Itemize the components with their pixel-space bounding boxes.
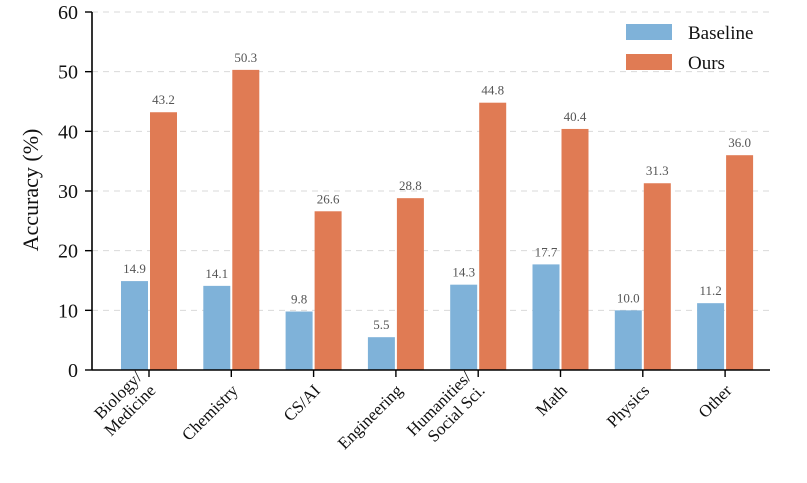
x-tick-label: Math [532,381,571,420]
bar-baseline [532,264,560,370]
bars [121,69,754,371]
y-tick-label: 0 [68,360,78,382]
y-tick-label: 20 [58,241,78,263]
value-label: 28.8 [399,178,422,193]
x-tick-label: Physics [603,381,653,431]
value-label: 50.3 [234,50,257,65]
bar-ours [314,211,342,370]
legend-swatch-ours [626,54,672,70]
y-axis-label: Accuracy (%) [18,129,43,252]
x-tick-label: CS/AI [280,381,324,425]
bar-baseline [450,284,478,370]
bar-baseline [697,303,725,370]
bar-baseline [614,310,642,370]
y-tick-label: 30 [58,181,78,203]
value-label: 9.8 [291,292,307,307]
value-label: 17.7 [535,244,558,259]
value-label: 10.0 [617,290,640,305]
legend-label-ours: Ours [688,53,725,74]
value-label: 44.8 [481,83,504,98]
bar-ours [396,198,424,370]
bar-ours [561,128,589,370]
value-label: 36.0 [728,135,751,150]
bar-baseline [367,337,395,370]
x-tick-label: Engineering [334,381,407,454]
value-label: 26.6 [317,191,340,206]
value-label: 14.9 [123,261,146,276]
y-tick-label: 60 [58,2,78,24]
y-tick-label: 40 [58,121,78,143]
bar-ours [150,112,177,371]
x-tick-label: Chemistry [178,381,242,445]
legend-swatch-baseline [626,24,672,40]
x-tick-label: Biology/Medicine [87,367,159,439]
value-label: 14.3 [452,265,475,280]
bar-ours [726,155,754,370]
x-tick-label: Humanities/Social Sci. [403,367,489,453]
bar-baseline [285,311,313,370]
value-label: 43.2 [152,92,175,107]
value-label: 5.5 [373,317,389,332]
value-label: 40.4 [564,109,587,124]
bar-baseline [121,281,148,370]
value-label: 14.1 [205,266,228,281]
bar-baseline [203,285,231,370]
value-label: 11.2 [699,283,721,298]
legend-label-baseline: Baseline [688,23,753,44]
y-tick-label: 50 [58,62,78,84]
value-label: 31.3 [646,163,669,178]
x-tick-label: Other [695,381,736,422]
bar-ours [232,69,260,371]
value-labels: 14.9 43.2 14.1 50.3 9.8 26.6 5.5 28.8 14.3 44.8 17… [123,50,751,332]
bar-ours [643,183,671,370]
bar-ours [479,102,507,371]
y-tick-label: 10 [58,300,78,322]
legend: Baseline Ours [626,23,753,74]
